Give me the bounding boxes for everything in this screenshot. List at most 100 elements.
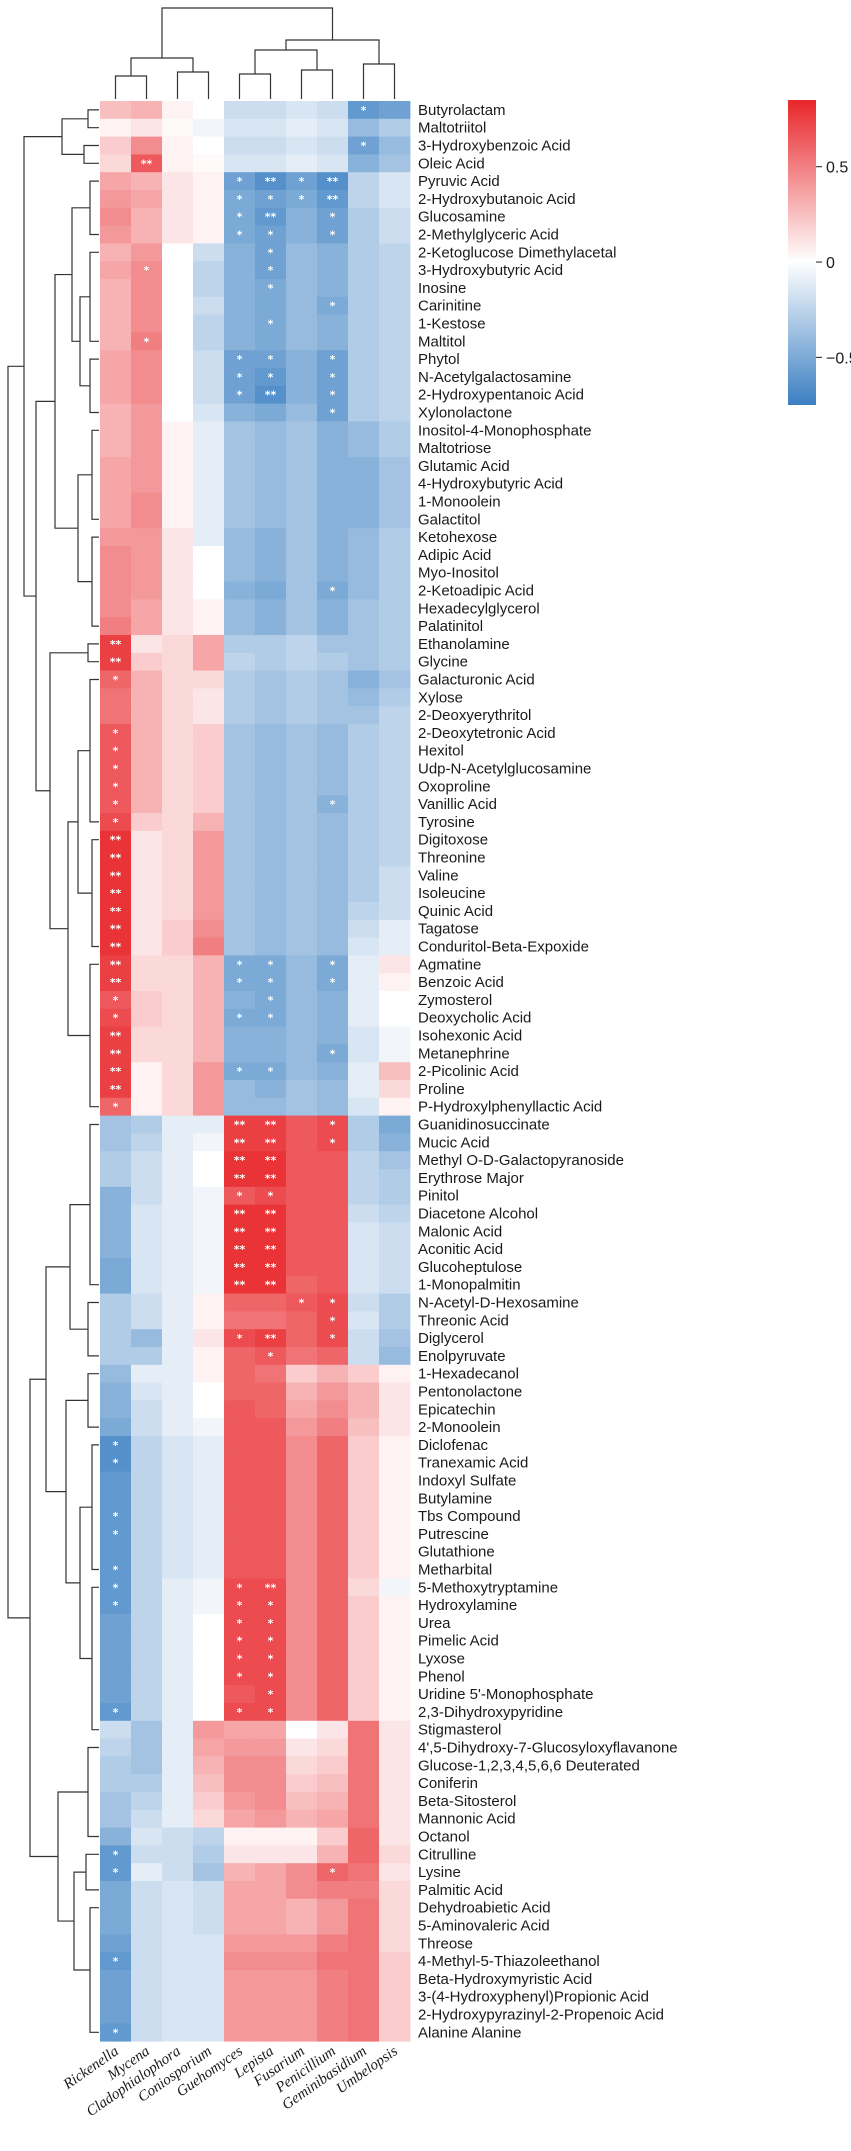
cell — [255, 1453, 287, 1472]
cell — [193, 1418, 225, 1437]
cell — [255, 1614, 287, 1633]
cell — [100, 1596, 132, 1615]
cell — [286, 884, 318, 903]
significance-mark: ** — [110, 1065, 122, 1078]
significance-mark: ** — [265, 175, 277, 188]
cell — [348, 1827, 380, 1846]
cell — [255, 136, 287, 155]
row-label: Maltotriitol — [418, 120, 486, 137]
row-label: Carinitine — [418, 298, 481, 315]
cell — [286, 1400, 318, 1419]
cell — [100, 741, 132, 760]
cell — [379, 172, 411, 191]
cell — [379, 617, 411, 636]
cell — [317, 1596, 349, 1615]
cell — [162, 884, 194, 903]
cell — [224, 652, 256, 671]
cell — [131, 1311, 163, 1330]
cell — [131, 1596, 163, 1615]
row-label: 4-Hydroxybutyric Acid — [418, 476, 563, 493]
cell — [379, 1275, 411, 1294]
cell — [317, 1774, 349, 1793]
cell — [255, 1507, 287, 1526]
cell — [100, 243, 132, 262]
row-label: Enolpyruvate — [418, 1348, 506, 1365]
significance-mark: * — [113, 780, 119, 793]
significance-mark: * — [237, 1332, 243, 1345]
significance-mark: * — [113, 1528, 119, 1541]
cell — [224, 795, 256, 814]
cell — [224, 421, 256, 440]
cell — [131, 1436, 163, 1455]
cell — [317, 1667, 349, 1686]
cell — [348, 1898, 380, 1917]
cell — [317, 617, 349, 636]
cell — [162, 991, 194, 1010]
row-label: Hydroxylamine — [418, 1597, 517, 1614]
cell — [379, 492, 411, 511]
cell — [100, 1525, 132, 1544]
cell — [224, 136, 256, 155]
cell — [193, 546, 225, 565]
significance-mark: * — [237, 1581, 243, 1594]
cell — [255, 1720, 287, 1739]
cell — [348, 1845, 380, 1864]
cell — [131, 190, 163, 209]
cell — [255, 1881, 287, 1900]
cell — [348, 652, 380, 671]
cell — [162, 368, 194, 387]
cell — [193, 474, 225, 493]
dendrogram-link — [89, 1123, 99, 1286]
cell — [131, 528, 163, 547]
cell — [286, 1774, 318, 1793]
cell — [317, 955, 349, 974]
cell — [162, 1062, 194, 1081]
cell — [224, 1685, 256, 1704]
cell — [286, 830, 318, 849]
significance-mark: ** — [110, 958, 122, 971]
row-label: Citrulline — [418, 1846, 476, 1863]
cell — [224, 2023, 256, 2042]
cell — [317, 1400, 349, 1419]
cell — [348, 741, 380, 760]
cell — [379, 101, 411, 120]
cell — [379, 599, 411, 618]
significance-mark: * — [144, 264, 150, 277]
row-label: N-Acetyl-D-Hexosamine — [418, 1295, 579, 1312]
cell — [224, 439, 256, 458]
cell — [317, 1080, 349, 1099]
cell — [193, 635, 225, 654]
cell — [224, 1258, 256, 1277]
cell — [193, 599, 225, 618]
row-label: Tyrosine — [418, 814, 475, 831]
cell — [286, 866, 318, 885]
cell — [379, 635, 411, 654]
cell — [348, 1471, 380, 1490]
significance-mark: * — [330, 798, 336, 811]
cell — [131, 1400, 163, 1419]
significance-mark: ** — [234, 1279, 246, 1292]
cell — [379, 1881, 411, 1900]
cell — [379, 1560, 411, 1579]
cell — [193, 1382, 225, 1401]
cell — [317, 510, 349, 529]
cell — [286, 528, 318, 547]
cell — [286, 136, 318, 155]
cell — [131, 830, 163, 849]
cell — [193, 919, 225, 938]
cell — [100, 1222, 132, 1241]
cell — [193, 1631, 225, 1650]
cell — [348, 2023, 380, 2042]
row-label: 1-Kestose — [418, 316, 486, 333]
cell — [193, 1987, 225, 2006]
cell — [193, 261, 225, 280]
row-label: 4-Methyl-5-Thiazoleethanol — [418, 1953, 600, 1970]
cell — [193, 1845, 225, 1864]
significance-mark: * — [330, 976, 336, 989]
significance-mark: * — [330, 585, 336, 598]
cell — [379, 1258, 411, 1277]
cell — [348, 207, 380, 226]
cell — [348, 1720, 380, 1739]
cell — [224, 1507, 256, 1526]
cell — [379, 1720, 411, 1739]
